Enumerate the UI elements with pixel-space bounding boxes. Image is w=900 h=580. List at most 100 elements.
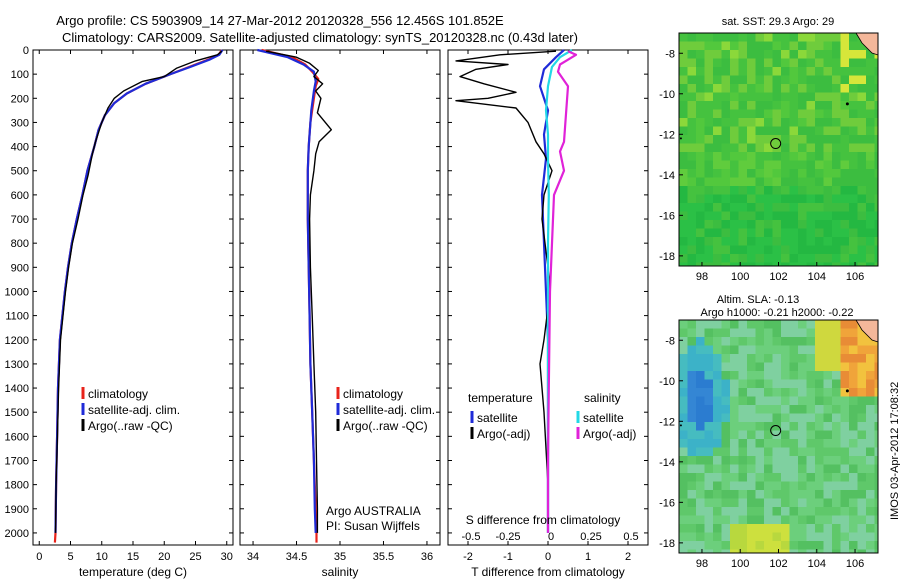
map-cell: [687, 345, 697, 355]
map-cell: [857, 220, 867, 229]
map-cell: [815, 422, 824, 431]
map-cell: [823, 396, 833, 406]
x-tick-label: 1: [585, 551, 591, 563]
map-cell: [747, 473, 756, 482]
map-cell: [721, 439, 731, 448]
map-cell: [772, 379, 782, 389]
map-cell: [798, 541, 807, 550]
map-cell: [815, 58, 824, 68]
map-cell: [874, 473, 878, 482]
map-cell: [857, 328, 867, 338]
map-cell: [730, 118, 739, 127]
map-cell: [781, 169, 790, 178]
map-cell: [747, 135, 756, 144]
map-cell: [730, 345, 739, 355]
map-cell: [696, 33, 705, 42]
map-cell: [772, 439, 782, 448]
map-cell: [738, 101, 748, 110]
map-cell: [738, 320, 748, 329]
map-cell: [832, 101, 841, 110]
map-cell: [874, 481, 878, 491]
map-cell: [806, 541, 816, 550]
map-cell: [747, 345, 756, 355]
y-tick-label: 1300: [5, 359, 29, 371]
map-cell: [789, 160, 799, 170]
map-cell: [704, 75, 714, 85]
map-y-tick-label: -10: [659, 89, 675, 101]
map-cell: [798, 220, 807, 229]
map-cell: [781, 67, 790, 76]
map-cell: [704, 354, 714, 363]
map-cell: [781, 328, 790, 338]
map-cell: [687, 203, 697, 212]
map-cell: [815, 379, 824, 389]
y-tick-label: 800: [11, 238, 29, 250]
map-cell: [840, 118, 850, 127]
map-cell: [781, 33, 790, 42]
map-cell: [806, 254, 816, 263]
map-cell: [687, 152, 697, 161]
map-cell: [738, 388, 748, 397]
map-cell: [755, 118, 765, 127]
map-cell: [738, 143, 748, 153]
map-cell: [874, 254, 878, 263]
map-cell: [679, 84, 688, 93]
map-cell: [866, 75, 875, 85]
map-cell: [747, 211, 756, 221]
map-subtitle: Argo h1000: -0.21 h2000: -0.22: [701, 307, 854, 319]
series-line-0: [538, 49, 565, 533]
map-cell: [721, 541, 731, 550]
map-cell: [781, 422, 790, 431]
map-cell: [823, 169, 833, 178]
map-cell: [832, 532, 841, 542]
map-cell: [747, 220, 756, 229]
map-cell: [696, 126, 705, 136]
map-cell: [806, 320, 816, 329]
map-cell: [730, 33, 739, 42]
map-cell: [840, 169, 850, 178]
map-cell: [849, 396, 858, 406]
map-cell: [840, 447, 850, 457]
map-cell: [764, 109, 773, 119]
map-cell: [764, 75, 773, 85]
map-cell: [713, 58, 722, 68]
map-cell: [713, 371, 722, 380]
legend-header: salinity: [584, 391, 621, 405]
map-cell: [832, 464, 841, 474]
map-cell: [857, 413, 867, 423]
map-cell: [696, 388, 705, 397]
map-cell: [738, 413, 748, 423]
x-tick-label: 35: [334, 551, 346, 563]
map-cell: [755, 194, 765, 204]
map-cell: [679, 490, 688, 499]
map-cell: [789, 50, 799, 59]
map-cell: [721, 84, 731, 93]
map-cell: [849, 220, 858, 229]
map-cell: [721, 328, 731, 338]
map-cell: [798, 194, 807, 204]
map-cell: [815, 515, 824, 525]
map-cell: [713, 160, 722, 170]
map-cell: [806, 371, 816, 380]
map-cell: [866, 211, 875, 221]
map-cell: [798, 245, 807, 255]
map-cell: [849, 126, 858, 136]
map-cell: [755, 328, 765, 338]
map-cell: [849, 422, 858, 431]
map-cell: [849, 177, 858, 187]
map-cell: [704, 464, 714, 474]
map-cell: [849, 92, 858, 102]
map-cell: [840, 473, 850, 482]
map-cell: [781, 118, 790, 127]
map-cell: [849, 524, 858, 533]
map-cell: [866, 413, 875, 423]
map-cell: [747, 396, 756, 406]
map-cell: [832, 160, 841, 170]
map-cell: [874, 490, 878, 499]
map-cell: [755, 524, 765, 533]
map-cell: [755, 413, 765, 423]
map-cell: [747, 320, 756, 329]
map-cell: [823, 320, 833, 329]
map-cell: [823, 262, 833, 266]
map-cell: [764, 328, 773, 338]
